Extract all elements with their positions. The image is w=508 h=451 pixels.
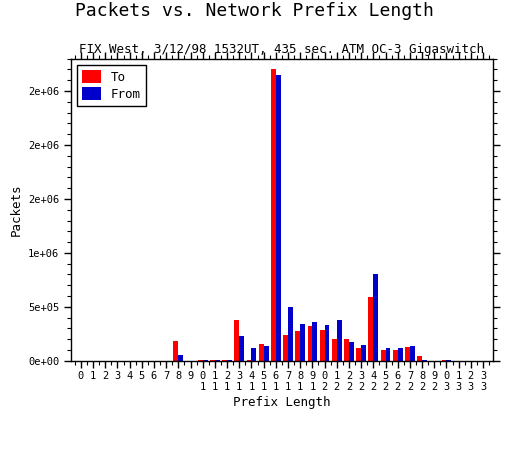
Bar <box>417 356 422 361</box>
Bar <box>344 339 349 361</box>
Bar <box>283 335 288 361</box>
Bar <box>410 345 415 361</box>
Bar <box>288 307 293 361</box>
Bar <box>271 69 276 361</box>
Bar <box>215 360 220 361</box>
X-axis label: Prefix Length: Prefix Length <box>233 396 331 410</box>
Bar <box>227 360 232 361</box>
Bar <box>361 345 366 361</box>
Bar <box>210 360 215 361</box>
Bar <box>174 341 178 361</box>
Bar <box>198 360 203 361</box>
Bar <box>259 344 264 361</box>
Bar <box>178 355 183 361</box>
Bar <box>325 325 330 361</box>
Bar <box>307 326 312 361</box>
Bar <box>276 75 281 361</box>
Bar <box>405 347 410 361</box>
Bar <box>332 339 337 361</box>
Bar <box>239 336 244 361</box>
Bar <box>373 275 378 361</box>
Bar <box>441 360 447 361</box>
Y-axis label: Packets: Packets <box>10 184 22 236</box>
Bar <box>320 330 325 361</box>
Bar <box>300 324 305 361</box>
Bar <box>203 360 208 361</box>
Bar <box>368 297 373 361</box>
Title: FIX West, 3/12/98 1532UT, 435 sec. ATM OC-3 Gigaswitch: FIX West, 3/12/98 1532UT, 435 sec. ATM O… <box>79 43 485 56</box>
Text: Packets vs. Network Prefix Length: Packets vs. Network Prefix Length <box>75 2 433 20</box>
Bar <box>398 348 402 361</box>
Bar <box>447 360 451 361</box>
Legend: To, From: To, From <box>77 65 146 106</box>
Bar <box>312 322 318 361</box>
Bar <box>380 350 386 361</box>
Bar <box>246 360 251 361</box>
Bar <box>349 342 354 361</box>
Bar <box>386 348 390 361</box>
Bar <box>337 320 342 361</box>
Bar <box>422 360 427 361</box>
Bar <box>393 350 398 361</box>
Bar <box>234 320 239 361</box>
Bar <box>356 348 361 361</box>
Bar <box>295 331 300 361</box>
Bar <box>264 346 269 361</box>
Bar <box>222 360 227 361</box>
Bar <box>251 348 257 361</box>
